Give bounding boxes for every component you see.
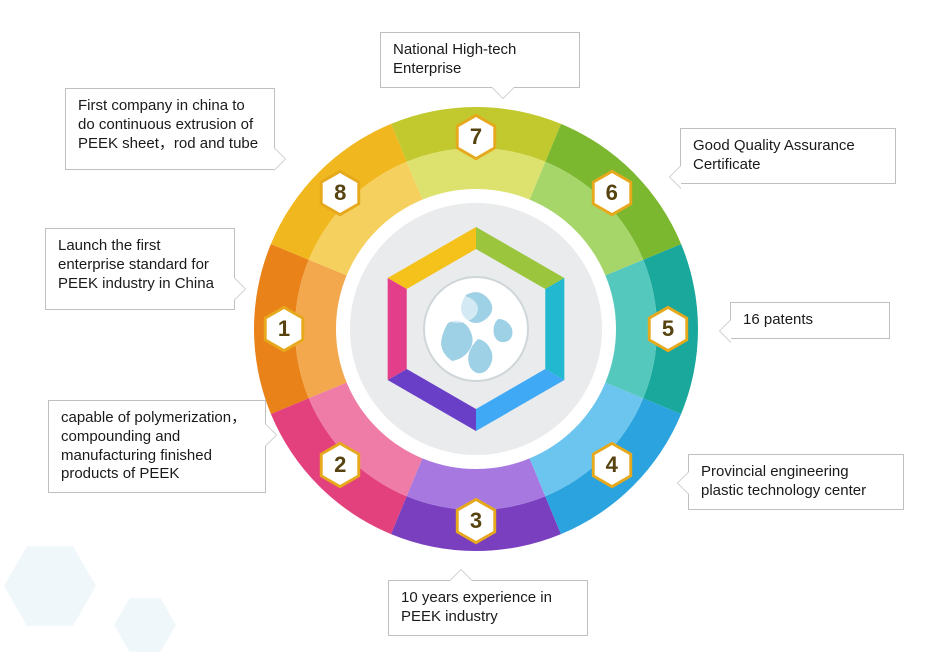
callout-text: 16 patents	[743, 311, 877, 330]
number-badge-label: 5	[662, 316, 674, 342]
number-badge-5: 5	[646, 304, 690, 354]
callout-3: capable of polymerization，compounding an…	[48, 400, 266, 493]
bg-hex-1	[4, 540, 96, 632]
number-badge-6: 6	[590, 168, 634, 218]
number-badge-label: 4	[606, 452, 618, 478]
callout-text: capable of polymerization，compounding an…	[61, 409, 253, 484]
callout-4: 10 years experience in PEEK industry	[388, 580, 588, 636]
callout-8: National High-tech Enterprise	[380, 32, 580, 88]
number-badge-label: 1	[278, 316, 290, 342]
callout-text: Good Quality Assurance Certificate	[693, 137, 883, 175]
infographic-stage: 1 2 3 4 5 6 7 8 First company in china t…	[0, 0, 952, 658]
number-badge-2: 2	[318, 440, 362, 490]
callout-1: First company in china to do continuous …	[65, 88, 275, 170]
number-badge-label: 8	[334, 180, 346, 206]
callout-text: First company in china to do continuous …	[78, 97, 262, 153]
number-badge-label: 3	[470, 508, 482, 534]
callout-6: 16 patents	[730, 302, 890, 339]
number-badge-3: 3	[454, 496, 498, 546]
callout-2: Launch the first enterprise standard for…	[45, 228, 235, 310]
callout-5: Provincial engineering plastic technolog…	[688, 454, 904, 510]
callout-7: Good Quality Assurance Certificate	[680, 128, 896, 184]
bg-hex-2	[114, 594, 176, 656]
callout-text: Launch the first enterprise standard for…	[58, 237, 222, 293]
number-badge-label: 6	[606, 180, 618, 206]
number-badge-4: 4	[590, 440, 634, 490]
number-badge-1: 1	[262, 304, 306, 354]
callout-text: 10 years experience in PEEK industry	[401, 589, 575, 627]
callout-text: National High-tech Enterprise	[393, 41, 567, 79]
number-badge-8: 8	[318, 168, 362, 218]
number-badge-7: 7	[454, 112, 498, 162]
number-badge-label: 7	[470, 124, 482, 150]
number-badge-label: 2	[334, 452, 346, 478]
callout-text: Provincial engineering plastic technolog…	[701, 463, 891, 501]
